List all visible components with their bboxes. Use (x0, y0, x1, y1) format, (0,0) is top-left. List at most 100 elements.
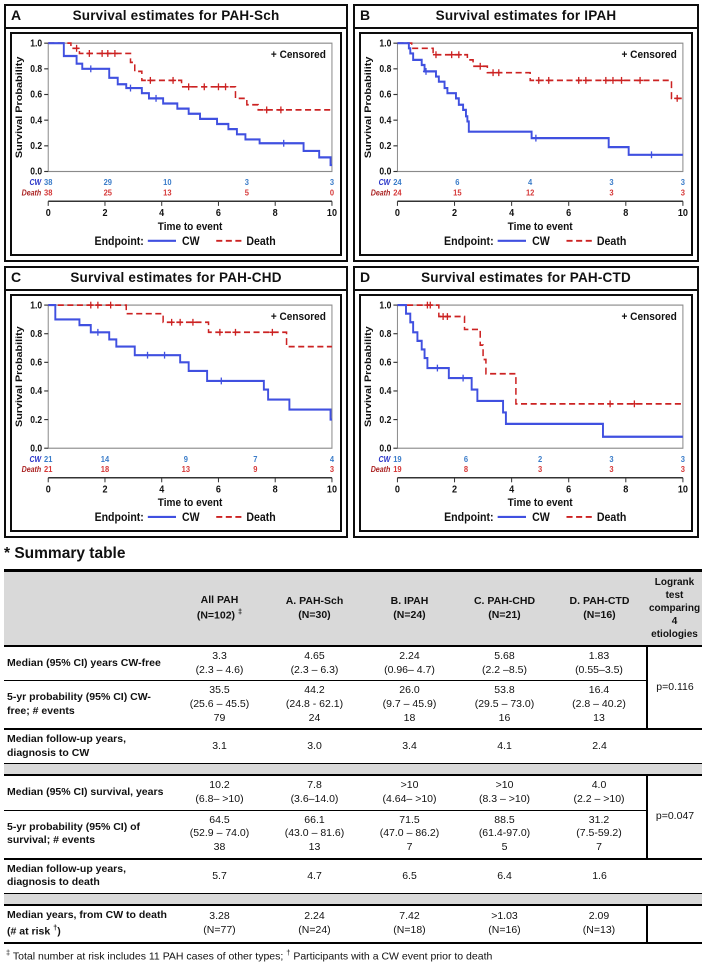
svg-text:29: 29 (104, 178, 113, 188)
svg-text:1.0: 1.0 (379, 300, 391, 311)
panel-letter: B (360, 7, 371, 23)
km-figure-grid: A Survival estimates for PAH-Sch 0.0 0.2 0… (4, 4, 699, 538)
x-axis: 0 2 4 6 8 10 (395, 200, 688, 220)
svg-text:0.0: 0.0 (379, 443, 391, 454)
section-spacer-row (4, 763, 702, 777)
value-cell: 6.4 (457, 858, 552, 894)
value-cell: 26.0 (9.7 – 45.9) 18 (362, 680, 457, 731)
death-curve (48, 301, 332, 348)
value-cell: 16.4 (2.8 – 40.2) 13 (552, 680, 647, 731)
value-cell: 4.65 (2.3 – 6.3) (267, 646, 362, 682)
svg-text:6: 6 (216, 484, 222, 496)
km-chart-pah-chd: 0.0 0.2 0.4 0.6 0.8 1.0 Survival Probability + … (15, 300, 337, 524)
svg-text:18: 18 (101, 465, 110, 475)
column-header: Logrank test comparing 4 etiologies (647, 570, 702, 647)
panel-d-header: D Survival estimates for PAH-CTD (355, 268, 697, 291)
svg-text:1.0: 1.0 (30, 300, 42, 311)
value-cell: >10 (4.64– >10) (362, 775, 457, 811)
panel-title: Survival estimates for PAH-Sch (72, 8, 280, 23)
value-cell: 31.2 (7.5-59.2) 7 (552, 810, 647, 860)
value-cell: 35.5 (25.6 – 45.5) 79 (172, 680, 267, 731)
value-cell: 10.2 (6.8– >10) (172, 775, 267, 811)
svg-text:0.2: 0.2 (379, 141, 391, 152)
svg-text:0.0: 0.0 (379, 166, 391, 177)
svg-text:10: 10 (163, 178, 172, 188)
svg-text:3: 3 (609, 178, 614, 188)
svg-text:21: 21 (44, 465, 53, 475)
value-cell: 7.42 (N=18) (362, 904, 457, 944)
panel-letter: C (11, 269, 22, 285)
svg-text:CW: CW (29, 454, 42, 464)
legend: Endpoint: CW Death (444, 511, 626, 524)
svg-text:2: 2 (102, 208, 107, 220)
svg-text:21: 21 (44, 454, 53, 464)
svg-text:3: 3 (609, 454, 614, 464)
y-axis: 0.0 0.2 0.4 0.6 0.8 1.0 (30, 300, 49, 454)
panel-title: Survival estimates for PAH-CHD (70, 270, 282, 285)
y-axis-label: Survival Probability (15, 56, 25, 158)
panel-a-header: A Survival estimates for PAH-Sch (6, 6, 346, 29)
summary-section: * Summary table All PAH (N=102) ‡ A. PAH-… (0, 538, 702, 962)
value-cell: 4.0 (2.2 – >10) (552, 775, 647, 811)
svg-text:CW: CW (532, 235, 550, 248)
svg-text:0: 0 (395, 484, 400, 496)
panel-c-header: C Survival estimates for PAH-CHD (6, 268, 346, 291)
svg-text:6: 6 (464, 454, 469, 464)
svg-text:3: 3 (538, 465, 543, 475)
censored-annotation: + Censored (271, 48, 326, 61)
plot-frame (47, 304, 333, 449)
svg-text:2: 2 (452, 208, 458, 220)
svg-text:0.8: 0.8 (30, 64, 42, 75)
table-row: Median follow-up years, diagnosis to dea… (4, 858, 702, 894)
svg-text:19: 19 (393, 454, 402, 464)
y-axis-label: Survival Probability (15, 326, 25, 427)
value-cell: 4.1 (457, 729, 552, 765)
svg-text:10: 10 (327, 208, 337, 220)
panel-b: B Survival estimates for IPAH 0.0 0.2 0.4 0… (353, 4, 699, 262)
censored-annotation: + Censored (271, 310, 326, 323)
svg-text:3: 3 (681, 465, 686, 475)
cw-curve (397, 42, 683, 159)
value-cell: >1.03 (N=16) (457, 904, 552, 944)
plot-frame (396, 42, 684, 173)
value-cell: >10 (8.3 – >10) (457, 775, 552, 811)
svg-text:2: 2 (452, 484, 457, 496)
cw-curve (48, 304, 332, 421)
svg-text:4: 4 (509, 484, 515, 496)
svg-text:Death: Death (597, 511, 627, 524)
svg-text:3: 3 (609, 188, 614, 198)
svg-text:5: 5 (245, 188, 250, 198)
panel-letter: A (11, 7, 22, 23)
svg-text:0.2: 0.2 (30, 141, 42, 152)
x-axis: 0 2 4 6 8 10 (46, 200, 337, 220)
svg-text:14: 14 (101, 454, 110, 464)
value-cell: 4.7 (267, 858, 362, 894)
legend: Endpoint: CW Death (95, 511, 276, 524)
svg-text:CW: CW (532, 511, 550, 524)
svg-text:0.8: 0.8 (30, 328, 42, 339)
x-axis: 0 2 4 6 8 10 (46, 477, 337, 496)
svg-text:0.0: 0.0 (30, 443, 42, 454)
svg-text:38: 38 (44, 188, 53, 198)
column-header: All PAH (N=102) ‡ (172, 570, 267, 647)
svg-text:6: 6 (566, 484, 572, 496)
value-cell: 2.24 (0.96– 4.7) (362, 646, 457, 682)
svg-text:4: 4 (159, 208, 165, 220)
row-label: 5-yr probability (95% CI) of survival; #… (4, 810, 172, 860)
panel-c-plot-area: 0.0 0.2 0.4 0.6 0.8 1.0 Survival Probability + … (10, 294, 342, 532)
svg-text:0.8: 0.8 (379, 64, 391, 75)
svg-text:6: 6 (566, 208, 572, 220)
pvalue-cell: p=0.116 (646, 646, 702, 731)
svg-text:Endpoint:: Endpoint: (95, 511, 144, 524)
value-cell: 44.2 (24.8 - 62.1) 24 (267, 680, 362, 731)
svg-text:8: 8 (464, 465, 469, 475)
row-label: Median follow-up years, diagnosis to dea… (4, 858, 172, 894)
svg-text:0.4: 0.4 (379, 386, 392, 397)
panel-b-header: B Survival estimates for IPAH (355, 6, 697, 29)
svg-text:0: 0 (330, 188, 335, 198)
value-cell: 1.6 (552, 858, 647, 894)
svg-text:0.0: 0.0 (30, 166, 42, 177)
svg-text:CW: CW (182, 511, 200, 524)
